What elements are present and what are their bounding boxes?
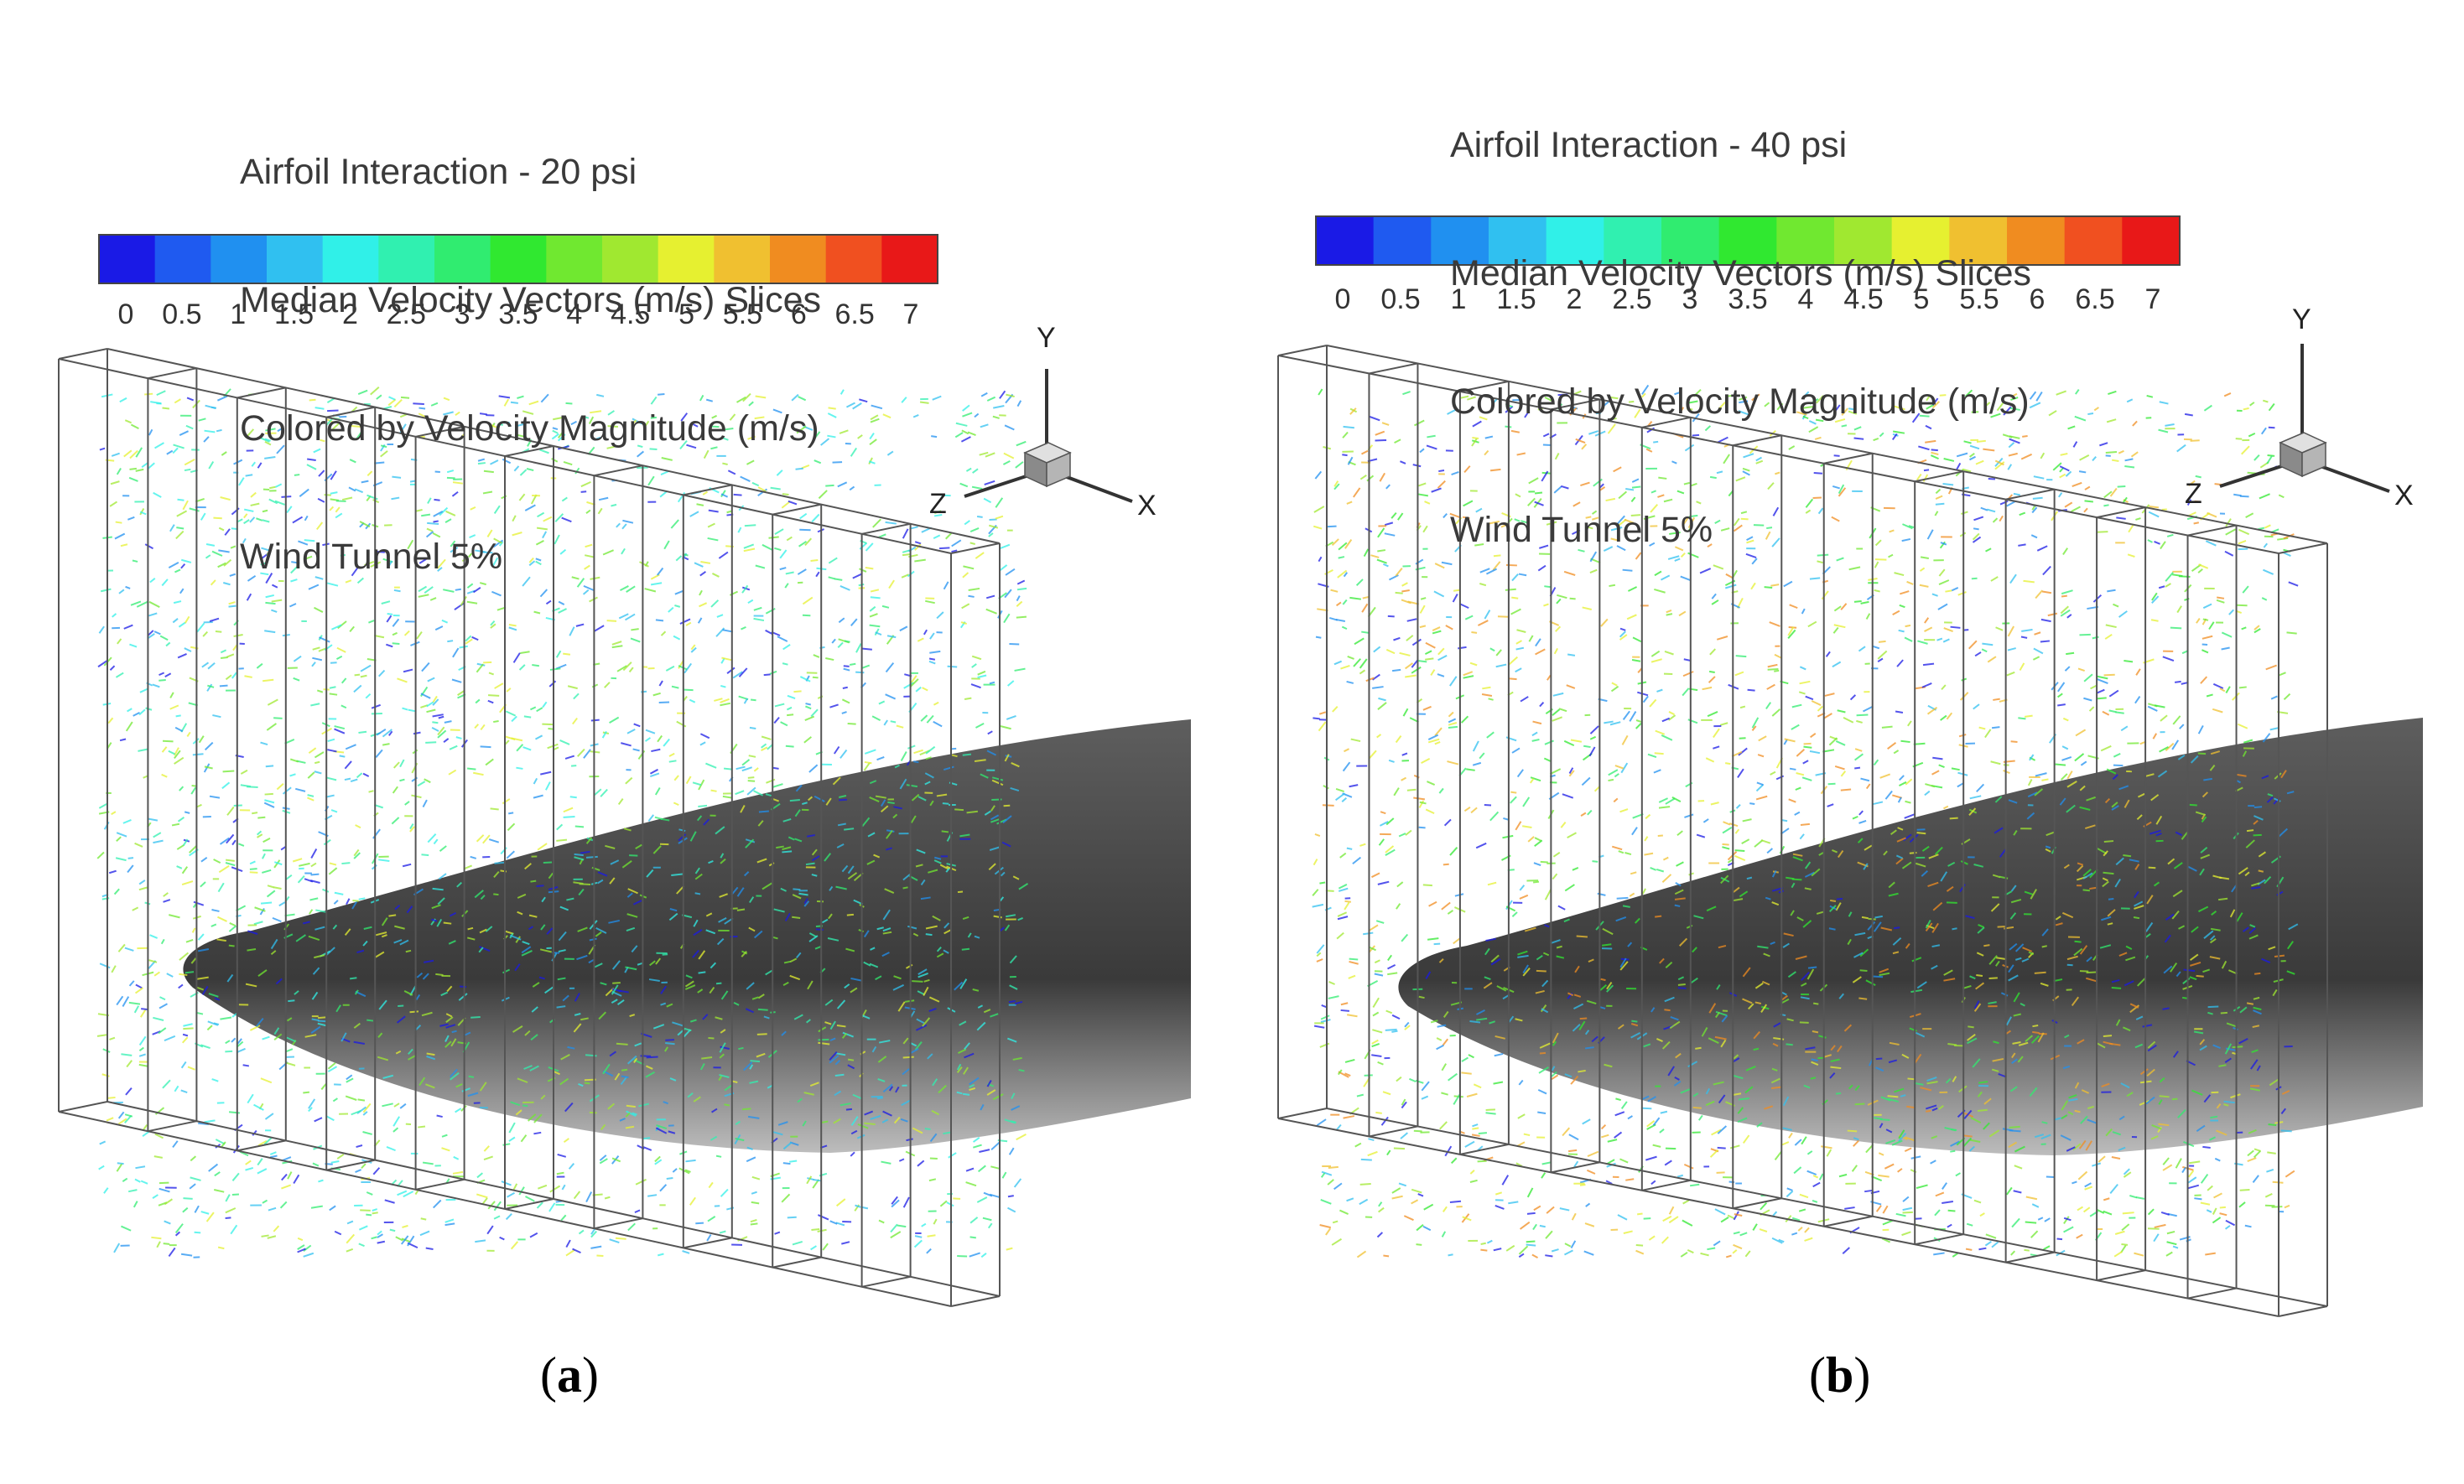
colorbar-swatch: [658, 235, 715, 283]
colorbar-tick-label: 6: [2030, 283, 2046, 315]
y-axis-label: Y: [1037, 322, 1056, 354]
caption-letter: a: [556, 1347, 582, 1403]
x-axis-label: X: [1137, 490, 1157, 521]
slice-wireframe: [1277, 345, 2328, 1317]
colorbar-tick-label: 4.5: [611, 298, 650, 330]
caption-b: (b): [1809, 1347, 1871, 1403]
slice-wireframe: [58, 348, 1001, 1307]
colorbar-tick-label: 1: [1451, 283, 1467, 315]
colorbar-swatch: [602, 235, 659, 283]
colorbar-swatch: [2122, 216, 2181, 265]
colorbar-swatch: [546, 235, 603, 283]
title-line-1: Airfoil Interaction - 20 psi: [240, 152, 637, 192]
y-axis-label: Y: [2292, 304, 2311, 335]
caption-letter: b: [1825, 1347, 1854, 1403]
colorbar-swatch: [1891, 216, 1950, 265]
title-line-3: Colored by Velocity Magnitude (m/s): [1450, 381, 2030, 422]
colorbar-swatch: [1718, 216, 1777, 265]
colorbar-swatch: [1373, 216, 1432, 265]
colorbar-tick-label: 3: [455, 298, 470, 330]
plot-title: Airfoil Interaction - 40 psi Median Velo…: [1450, 39, 2031, 637]
colorbar-swatch: [825, 235, 882, 283]
colorbar-tick-label: 0: [118, 298, 134, 330]
colorbar-tick-label: 4: [1798, 283, 1814, 315]
colorbar-swatch: [322, 235, 379, 283]
title-line-3: Colored by Velocity Magnitude (m/s): [240, 408, 819, 449]
colorbar-tick-label: 3: [1682, 283, 1698, 315]
colorbar-swatch: [434, 235, 491, 283]
colorbar-swatch: [154, 235, 211, 283]
title-line-4: Wind Tunnel 5%: [240, 537, 503, 577]
colorbar-tick-label: 2: [342, 298, 358, 330]
colorbar: 0 0.5 1 1.5 2 2.5 3 3.5 4 4.5 5 5.5 6 6.5 7: [98, 234, 938, 330]
colorbar-swatch: [99, 235, 156, 283]
colorbar-tick-label: 0.5: [162, 298, 201, 330]
colorbar-tick-label: 5.5: [723, 298, 762, 330]
colorbar-swatch: [211, 235, 268, 283]
airfoil-surface: [1398, 718, 2423, 1155]
plot-title: Airfoil Interaction - 20 psi Median Velo…: [240, 65, 821, 664]
colorbar-swatch: [714, 235, 771, 283]
title-line-2: Median Velocity Vectors (m/s) Slices: [240, 280, 822, 320]
colorbar-tick-label: 7: [903, 298, 919, 330]
colorbar-swatch: [2064, 216, 2123, 265]
axis-triad: Y X Z: [929, 322, 1157, 521]
colorbar-tick-label: 0: [1335, 283, 1351, 315]
colorbar-tick-label: 1.5: [1496, 283, 1536, 315]
colorbar-swatch: [770, 235, 827, 283]
colorbar-tick-label: 1.5: [274, 298, 314, 330]
colorbar-swatch: [1489, 216, 1547, 265]
panel-a-plot: 0 0.5 1 1.5 2 2.5 3 3.5 4 4.5 5 5.5 6 6.5 7 Y X Z: [58, 234, 1192, 1307]
colorbar-tick-label: 0.5: [1380, 283, 1420, 315]
colorbar-swatch: [267, 235, 324, 283]
colorbar-swatch: [881, 235, 938, 283]
colorbar-swatch: [1431, 216, 1489, 265]
colorbar-swatch: [1604, 216, 1662, 265]
x-axis-label: X: [2394, 480, 2414, 511]
colorbar-swatch: [1316, 216, 1375, 265]
colorbar-tick-label: 5.5: [1959, 283, 1999, 315]
colorbar-tick-label: 4: [566, 298, 582, 330]
colorbar-tick-label: 1: [230, 298, 246, 330]
z-axis-label: Z: [2185, 478, 2202, 510]
colorbar-tick-label: 2: [1567, 283, 1583, 315]
colorbar-swatch: [2007, 216, 2066, 265]
caption-a: (a): [540, 1347, 599, 1403]
colorbar-tick-label: 6.5: [835, 298, 875, 330]
colorbar: 0 0.5 1 1.5 2 2.5 3 3.5 4 4.5 5 5.5 6 6.5 7: [1315, 215, 2181, 315]
colorbar-swatch: [378, 235, 435, 283]
colorbar-tick-label: 3.5: [1728, 283, 1767, 315]
triad-cube: [1023, 442, 1072, 488]
colorbar-swatch: [1661, 216, 1720, 265]
colorbar-swatch: [1776, 216, 1835, 265]
colorbar-tick-label: 6: [791, 298, 807, 330]
colorbar-tick-label: 5: [678, 298, 694, 330]
colorbar-swatch: [490, 235, 547, 283]
title-line-4: Wind Tunnel 5%: [1450, 510, 1713, 550]
velocity-vectors: [96, 386, 1029, 1258]
colorbar-tick-label: 7: [2145, 283, 2161, 315]
colorbar-tick-label: 5: [1914, 283, 1930, 315]
triad-cube: [2279, 432, 2327, 478]
colorbar-swatch: [1949, 216, 2008, 265]
title-line-1: Airfoil Interaction - 40 psi: [1450, 125, 1848, 165]
title-line-2: Median Velocity Vectors (m/s) Slices: [1450, 253, 2032, 293]
panel-b: 0 0.5 1 1.5 2 2.5 3 3.5 4 4.5 5 5.5 6 6.5 7 Y X Z Airf…: [1232, 0, 2464, 1484]
colorbar-swatch: [1834, 216, 1893, 265]
panel-a: 0 0.5 1 1.5 2 2.5 3 3.5 4 4.5 5 5.5 6 6.5 7 Y X Z Airf…: [58, 65, 1192, 1403]
colorbar-tick-label: 6.5: [2075, 283, 2114, 315]
colorbar-tick-label: 4.5: [1843, 283, 1883, 315]
colorbar-tick-label: 3.5: [498, 298, 538, 330]
axis-triad: Y X Z: [2185, 304, 2414, 511]
airfoil-surface: [183, 719, 1192, 1153]
colorbar-tick-label: 2.5: [1612, 283, 1651, 315]
z-axis-label: Z: [929, 488, 947, 520]
colorbar-tick-label: 2.5: [387, 298, 426, 330]
panel-b-plot: 0 0.5 1 1.5 2 2.5 3 3.5 4 4.5 5 5.5 6 6.5 7 Y X Z: [1277, 215, 2423, 1317]
colorbar-swatch: [1546, 216, 1604, 265]
